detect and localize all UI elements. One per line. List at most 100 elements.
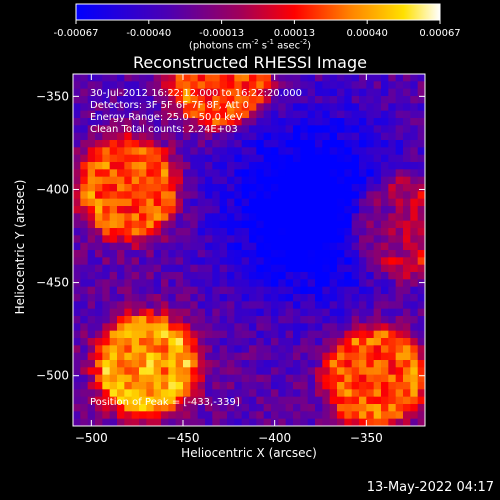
heatmap-cell — [410, 154, 419, 163]
heatmap-cell — [373, 213, 382, 222]
heatmap-cell — [161, 352, 169, 361]
heatmap-cell — [337, 382, 345, 390]
heatmap-cell — [329, 338, 338, 346]
heatmap-cell — [329, 228, 338, 236]
heatmap-cell — [183, 96, 191, 104]
heatmap-cell — [190, 206, 199, 214]
heatmap-cell — [307, 308, 316, 317]
heatmap-cell — [205, 206, 213, 214]
heatmap-cell — [403, 294, 411, 302]
heatmap-cell — [293, 396, 301, 405]
heatmap-cell — [359, 338, 367, 346]
heatmap-cell — [212, 154, 221, 163]
heatmap-cell — [131, 345, 140, 354]
heatmap-cell — [190, 396, 199, 405]
heatmap-cell — [359, 382, 367, 390]
heatmap-cell — [234, 125, 243, 134]
heatmap-cell — [410, 389, 419, 398]
heatmap-cell — [227, 411, 235, 420]
heatmap-cell — [190, 360, 199, 368]
heatmap-cell — [197, 257, 206, 266]
heatmap-cell — [95, 374, 103, 383]
heatmap-cell — [95, 316, 103, 324]
heatmap-cell — [87, 228, 96, 236]
heatmap-cell — [329, 191, 338, 200]
heatmap-cell — [278, 367, 287, 376]
heatmap-cell — [337, 404, 345, 412]
heatmap-cell — [87, 154, 96, 163]
heatmap-cell — [227, 198, 235, 207]
heatmap-cell — [117, 206, 125, 214]
heatmap-cell — [373, 169, 382, 178]
heatmap-cell — [80, 352, 89, 361]
heatmap-cell — [117, 228, 125, 236]
heatmap-cell — [183, 396, 191, 405]
heatmap-cell — [102, 404, 111, 412]
heatmap-cell — [263, 235, 272, 244]
heatmap-cell — [117, 308, 125, 317]
heatmap-cell — [351, 308, 360, 317]
heatmap-cell — [153, 308, 162, 317]
heatmap-cell — [322, 286, 331, 295]
heatmap-cell — [102, 235, 111, 244]
heatmap-cell — [315, 382, 323, 390]
heatmap-cell — [351, 279, 360, 288]
heatmap-cell — [285, 338, 294, 346]
heatmap-cell — [146, 213, 155, 222]
heatmap-cell — [175, 125, 184, 134]
heatmap-cell — [168, 374, 177, 383]
heatmap-cell — [161, 301, 169, 310]
heatmap-cell — [315, 301, 323, 310]
heatmap-cell — [153, 301, 162, 310]
heatmap-cell — [219, 382, 228, 390]
heatmap-cell — [388, 286, 397, 295]
heatmap-cell — [359, 147, 367, 156]
heatmap-cell — [388, 110, 397, 119]
heatmap-cell — [146, 191, 155, 200]
heatmap-cell — [109, 257, 118, 266]
heatmap-cell — [168, 147, 177, 156]
heatmap-cell — [73, 147, 81, 156]
heatmap-cell — [175, 147, 184, 156]
heatmap-cell — [109, 154, 118, 163]
heatmap-cell — [322, 235, 331, 244]
heatmap-cell — [190, 213, 199, 222]
heatmap-cell — [271, 103, 279, 112]
heatmap-cell — [124, 162, 133, 170]
heatmap-cell — [329, 110, 338, 119]
heatmap-cell — [271, 360, 279, 368]
colorbar-tick-label: -0.00013 — [199, 28, 244, 39]
heatmap-cell — [344, 228, 353, 236]
heatmap-cell — [139, 220, 147, 229]
heatmap-cell — [381, 132, 389, 141]
heatmap-cell — [388, 132, 397, 141]
heatmap-cell — [109, 316, 118, 324]
heatmap-cell — [395, 140, 404, 148]
heatmap-cell — [373, 118, 382, 126]
heatmap-cell — [190, 323, 199, 332]
heatmap-cell — [256, 74, 265, 82]
heatmap-cell — [307, 169, 316, 178]
heatmap-cell — [161, 125, 169, 134]
heatmap-cell — [190, 352, 199, 361]
heatmap-cell — [168, 103, 177, 112]
heatmap-cell — [351, 360, 360, 368]
heatmap-cell — [183, 418, 191, 426]
heatmap-cell — [205, 147, 213, 156]
heatmap-cell — [234, 169, 243, 178]
heatmap-cell — [153, 118, 162, 126]
heatmap-cell — [190, 154, 199, 163]
heatmap-cell — [329, 396, 338, 405]
heatmap-cell — [359, 316, 367, 324]
heatmap-cell — [183, 147, 191, 156]
heatmap-cell — [80, 338, 89, 346]
heatmap-cell — [197, 250, 206, 258]
heatmap-cell — [307, 125, 316, 134]
heatmap-cell — [109, 286, 118, 295]
heatmap-cell — [102, 411, 111, 420]
heatmap-cell — [278, 338, 287, 346]
heatmap-cell — [344, 250, 353, 258]
heatmap-cell — [95, 396, 103, 405]
heatmap-cell — [381, 411, 389, 420]
heatmap-cell — [344, 242, 353, 251]
